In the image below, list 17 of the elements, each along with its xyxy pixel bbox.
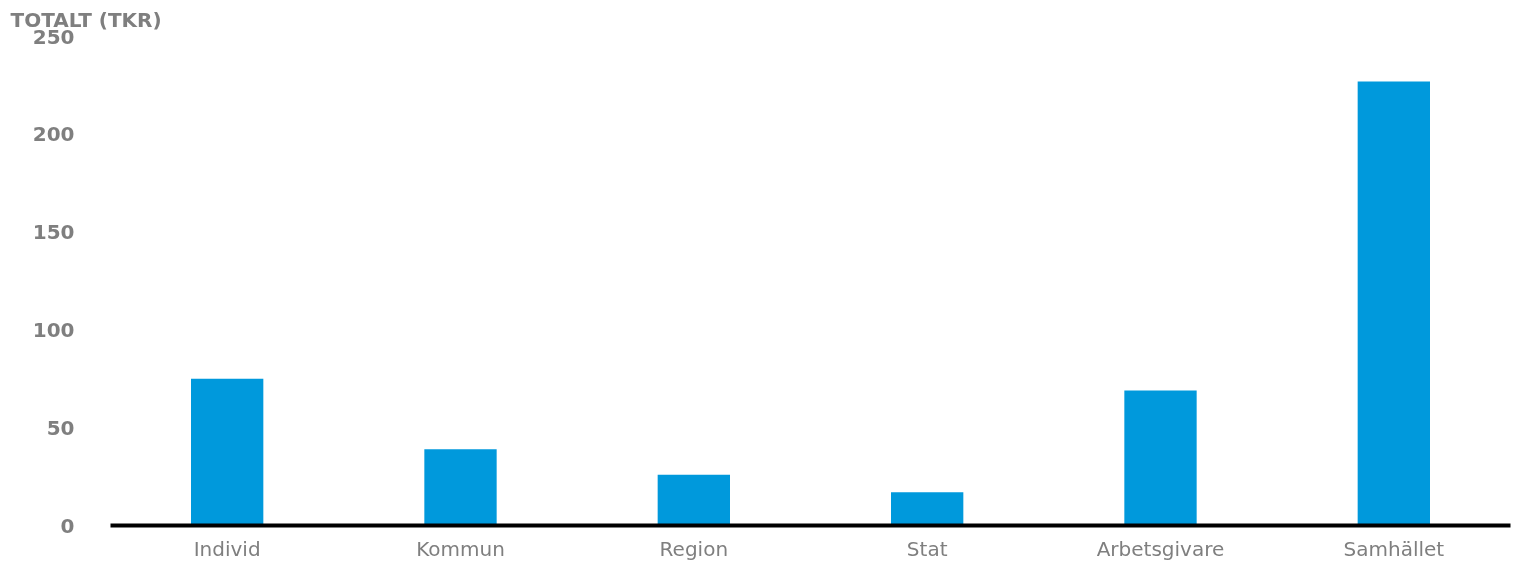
x-tick-label: Kommun: [416, 536, 505, 561]
x-tick-label: Region: [659, 536, 729, 561]
y-tick-label: 150: [32, 220, 75, 245]
y-tick-label: 100: [32, 317, 75, 342]
bar: [191, 378, 264, 526]
x-tick-label: Stat: [906, 536, 948, 561]
bar: [891, 492, 964, 526]
y-tick-label: 200: [32, 122, 75, 147]
bar: [424, 449, 497, 526]
x-tick-label: Arbetsgivare: [1096, 536, 1225, 561]
y-tick-label: 0: [60, 513, 75, 538]
x-tick-label: Samhället: [1343, 536, 1445, 561]
bar: [657, 474, 730, 526]
x-tick-label: Individ: [193, 536, 261, 561]
bar: [1357, 81, 1430, 526]
y-tick-label: 50: [46, 415, 75, 440]
bar: [1124, 390, 1197, 526]
